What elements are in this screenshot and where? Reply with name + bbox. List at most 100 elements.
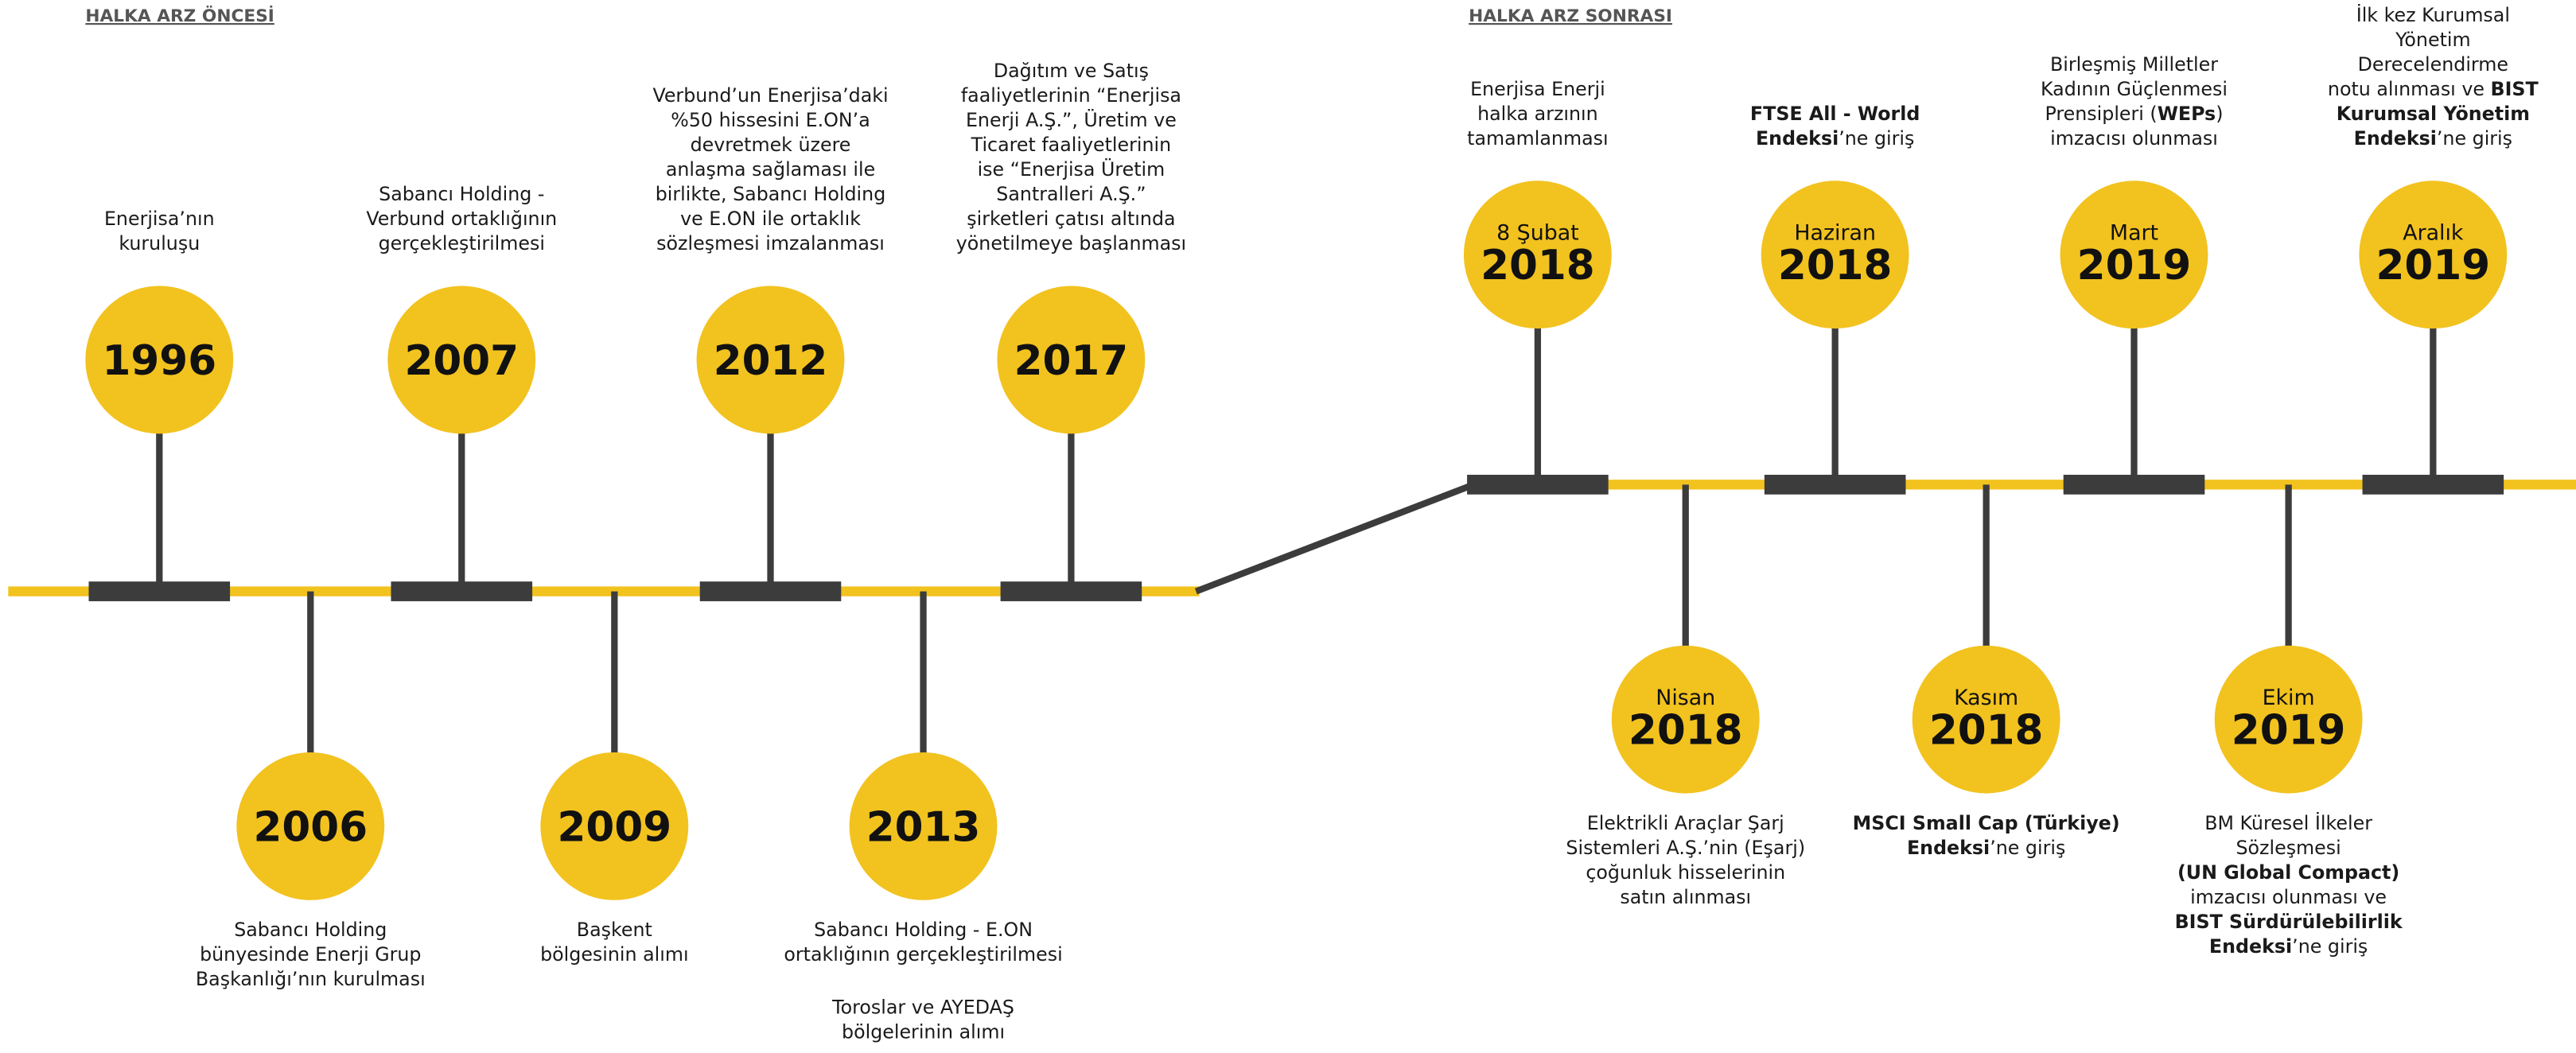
year-circle xyxy=(1761,181,1909,329)
description-text: ve E.ON ile ortaklık xyxy=(680,208,861,230)
description-text: Santralleri A.Ş.” xyxy=(996,183,1146,205)
description-text: kuruluşu xyxy=(119,232,200,255)
description-text: birlikte, Sabancı Holding xyxy=(656,183,886,205)
year: 2018 xyxy=(1778,242,1893,289)
year-circle xyxy=(387,286,536,434)
description-line: Sabancı Holding - E.ON xyxy=(814,919,1033,941)
description-line: imzacısı olunması xyxy=(2050,127,2218,150)
description-line: Endeksi’ne giriş xyxy=(2354,127,2512,150)
marker-bar xyxy=(2063,474,2205,495)
description-text: bünyesinde Enerji Grup xyxy=(200,943,421,966)
month: Aralık xyxy=(2403,221,2464,246)
description-line: Elektrikli Araçlar Şarj xyxy=(1587,812,1784,834)
description-text: FTSE All - World xyxy=(1750,103,1920,125)
description-line: bölgesinin alımı xyxy=(540,943,688,966)
year-circle xyxy=(236,752,385,900)
description-text: Dağıtım ve Satış xyxy=(994,60,1149,82)
description-line: Endeksi’ne giriş xyxy=(2209,935,2368,958)
description-text: Endeksi xyxy=(2209,935,2292,958)
description-text: Endeksi xyxy=(2354,127,2437,150)
month: Haziran xyxy=(1794,221,1876,246)
year-circle xyxy=(85,286,234,434)
description-line: Enerjisa Enerji xyxy=(1470,78,1605,100)
description-text: ’ne giriş xyxy=(1839,127,1914,150)
description-text: Birleşmiş Milletler xyxy=(2050,53,2218,76)
description-text: Enerjisa Enerji xyxy=(1470,78,1605,100)
description-text: halka arzının xyxy=(1477,103,1598,125)
marker-bar xyxy=(391,581,533,601)
year: 2007 xyxy=(404,337,519,385)
description-line: Kurumsal Yönetim xyxy=(2337,103,2530,125)
description-line: sözleşmesi imzalanması xyxy=(656,232,885,255)
year: 2006 xyxy=(253,803,368,851)
description-line: Başkent xyxy=(577,919,652,941)
description-text: BM Küresel İlkeler xyxy=(2204,812,2372,834)
description-text: Ticaret faaliyetlerinin xyxy=(971,134,1171,156)
description-line: Endeksi’ne giriş xyxy=(1907,837,2065,859)
description-text: faaliyetlerinin “Enerjisa xyxy=(961,84,1181,107)
description-line: Sistemleri A.Ş.’nin (Eşarj) xyxy=(1566,837,1805,859)
description-line: yönetilmeye başlanması xyxy=(956,232,1186,255)
description-line: FTSE All - World xyxy=(1750,103,1920,125)
marker-bar xyxy=(2362,474,2504,495)
month: Kasım xyxy=(1954,686,2018,710)
description-text: Prensipleri ( xyxy=(2045,103,2158,125)
year-circle xyxy=(1611,645,1760,794)
description-text: satın alınması xyxy=(1620,886,1751,908)
description-line: Ticaret faaliyetlerinin xyxy=(971,134,1171,156)
description-text: bölgesinin alımı xyxy=(540,943,688,966)
marker-bar xyxy=(1467,474,1609,495)
year-circle xyxy=(1463,181,1612,329)
connector xyxy=(1194,481,1475,595)
description-text: ’ne giriş xyxy=(2437,127,2512,150)
month: 8 Şubat xyxy=(1496,221,1579,246)
year-circle xyxy=(1912,645,2060,794)
description-line: Başkanlığı’nın kurulması xyxy=(196,968,426,990)
description-line: BM Küresel İlkeler xyxy=(2204,812,2372,834)
description-line: MSCI Small Cap (Türkiye) xyxy=(1853,812,2120,834)
description-line: Enerjisa’nın xyxy=(104,208,215,230)
description-text: Verbund’un Enerjisa’daki xyxy=(652,84,888,107)
description-text: Başkent xyxy=(577,919,652,941)
section-title: HALKA ARZ SONRASI xyxy=(1469,6,1672,26)
description-text: ise “Enerjisa Üretim xyxy=(978,158,1165,181)
description-line: çoğunluk hisselerinin xyxy=(1586,861,1785,884)
year: 2009 xyxy=(558,803,672,851)
description-text: WEPs xyxy=(2158,103,2216,125)
description-text: imzacısı olunması ve xyxy=(2190,886,2387,908)
description-text: notu alınması ve xyxy=(2328,78,2491,100)
year: 2013 xyxy=(866,803,981,851)
description-line: faaliyetlerinin “Enerjisa xyxy=(961,84,1181,107)
marker-bar xyxy=(699,581,842,601)
description-text: şirketleri çatısı altında xyxy=(967,208,1175,230)
marker-bar xyxy=(88,581,231,601)
description-line: Verbund’un Enerjisa’daki xyxy=(652,84,888,107)
description-line: devretmek üzere xyxy=(691,134,851,156)
description-text: Derecelendirme xyxy=(2358,53,2508,76)
description-line: Derecelendirme xyxy=(2358,53,2508,76)
description-text: İlk kez Kurumsal xyxy=(2356,4,2510,26)
description-line: tamamlanması xyxy=(1467,127,1608,150)
description-text: anlaşma sağlaması ile xyxy=(666,158,875,181)
description-text: BIST Sürdürülebilirlik xyxy=(2175,911,2403,933)
description-line: ortaklığının gerçekleştirilmesi xyxy=(784,943,1062,966)
description-text: çoğunluk hisselerinin xyxy=(1586,861,1785,884)
description-text: tamamlanması xyxy=(1467,127,1608,150)
description-text: Enerjisa’nın xyxy=(104,208,215,230)
description-text: Elektrikli Araçlar Şarj xyxy=(1587,812,1784,834)
description-line: ve E.ON ile ortaklık xyxy=(680,208,861,230)
description-text: ’ne giriş xyxy=(1990,837,2065,859)
description-text: %50 hissesini E.ON’a xyxy=(671,109,870,131)
description-line: İlk kez Kurumsal xyxy=(2356,4,2510,26)
description-line: imzacısı olunması ve xyxy=(2190,886,2387,908)
description-text: Toroslar ve AYEDAŞ xyxy=(831,996,1014,1018)
year-circle xyxy=(540,752,689,900)
description-line: Kadının Güçlenmesi xyxy=(2041,78,2228,100)
description-text: (UN Global Compact) xyxy=(2177,861,2399,884)
description-line: Yönetim xyxy=(2395,29,2471,51)
description-text: yönetilmeye başlanması xyxy=(956,232,1186,255)
description-line: %50 hissesini E.ON’a xyxy=(671,109,870,131)
year: 1996 xyxy=(102,337,216,385)
description-text: Sabancı Holding xyxy=(234,919,387,941)
marker-bar xyxy=(1000,581,1142,601)
